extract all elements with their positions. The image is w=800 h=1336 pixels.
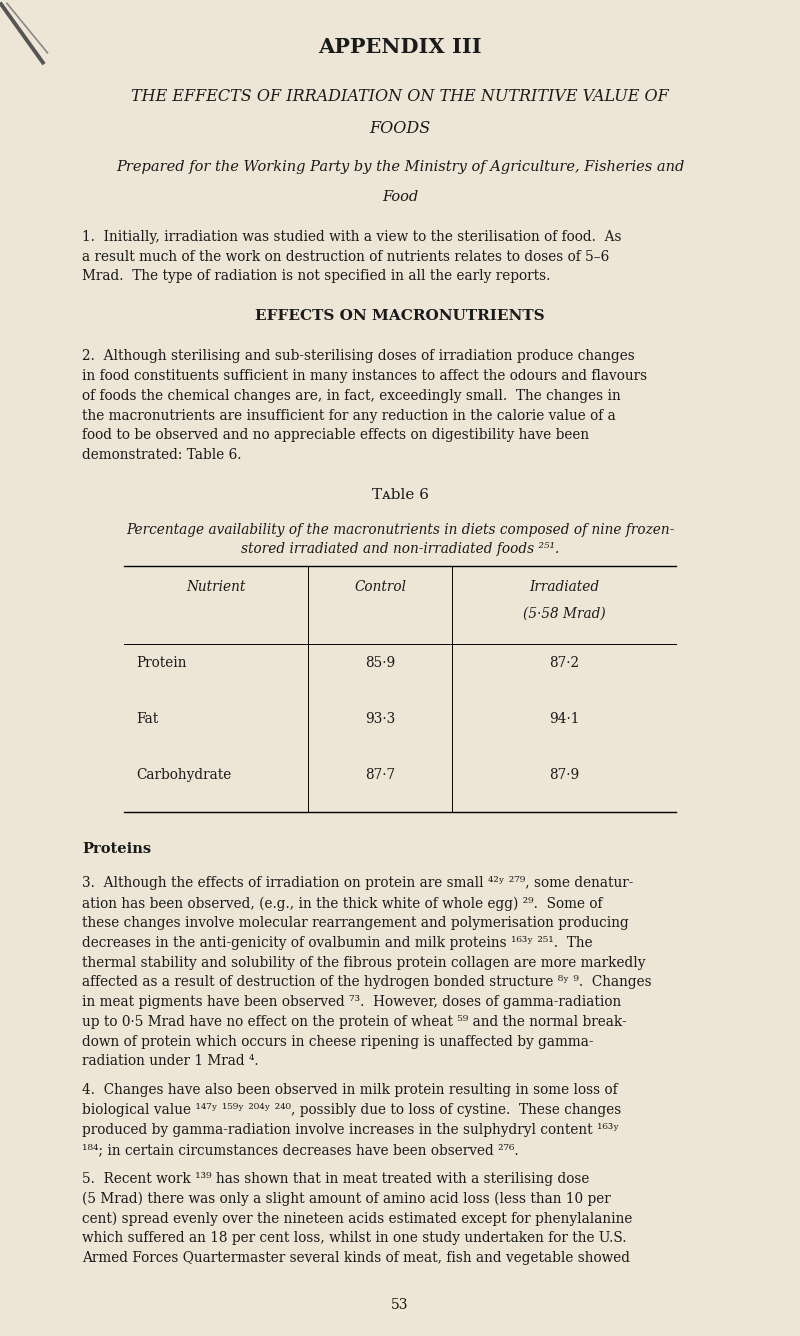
Text: Food: Food xyxy=(382,190,418,203)
Text: EFFECTS ON MACRONUTRIENTS: EFFECTS ON MACRONUTRIENTS xyxy=(255,309,545,323)
Text: Control: Control xyxy=(354,580,406,593)
Text: 87·2: 87·2 xyxy=(549,656,579,669)
Text: ation has been observed, (e.g., in the thick white of whole egg) ²⁹.  Some of: ation has been observed, (e.g., in the t… xyxy=(82,896,602,911)
Text: 53: 53 xyxy=(391,1299,409,1312)
Text: 3.  Although the effects of irradiation on protein are small ⁴²ʸ ²⁷⁹, some denat: 3. Although the effects of irradiation o… xyxy=(82,876,634,890)
Text: the macronutrients are insufficient for any reduction in the calorie value of a: the macronutrients are insufficient for … xyxy=(82,409,616,422)
Text: 5.  Recent work ¹³⁹ has shown that in meat treated with a sterilising dose: 5. Recent work ¹³⁹ has shown that in mea… xyxy=(82,1172,590,1186)
Text: radiation under 1 Mrad ⁴.: radiation under 1 Mrad ⁴. xyxy=(82,1054,258,1069)
Text: 87·7: 87·7 xyxy=(365,768,395,782)
Text: Protein: Protein xyxy=(136,656,186,669)
Text: 85·9: 85·9 xyxy=(365,656,395,669)
Text: down of protein which occurs in cheese ripening is unaffected by gamma-: down of protein which occurs in cheese r… xyxy=(82,1034,594,1049)
Text: ¹⁸⁴; in certain circumstances decreases have been observed ²⁷⁶.: ¹⁸⁴; in certain circumstances decreases … xyxy=(82,1142,518,1157)
Text: (5·58 Mrad): (5·58 Mrad) xyxy=(522,607,606,620)
Text: Tᴀble 6: Tᴀble 6 xyxy=(371,488,429,502)
Text: Mrad.  The type of radiation is not specified in all the early reports.: Mrad. The type of radiation is not speci… xyxy=(82,270,550,283)
Text: THE EFFECTS OF IRRADIATION ON THE NUTRITIVE VALUE OF: THE EFFECTS OF IRRADIATION ON THE NUTRIT… xyxy=(131,88,669,106)
Text: Nutrient: Nutrient xyxy=(186,580,246,593)
Text: Irradiated: Irradiated xyxy=(529,580,599,593)
Text: (5 Mrad) there was only a slight amount of amino acid loss (less than 10 per: (5 Mrad) there was only a slight amount … xyxy=(82,1192,610,1206)
Text: in food constituents sufficient in many instances to affect the odours and flavo: in food constituents sufficient in many … xyxy=(82,369,647,383)
Text: Prepared for the Working Party by the Ministry of Agriculture, Fisheries and: Prepared for the Working Party by the Mi… xyxy=(116,160,684,174)
Text: Percentage availability of the macronutrients in diets composed of nine frozen-: Percentage availability of the macronutr… xyxy=(126,522,674,537)
Text: 4.  Changes have also been observed in milk protein resulting in some loss of: 4. Changes have also been observed in mi… xyxy=(82,1083,618,1097)
Text: Carbohydrate: Carbohydrate xyxy=(136,768,231,782)
Text: decreases in the anti-genicity of ovalbumin and milk proteins ¹⁶³ʸ ²⁵¹.  The: decreases in the anti-genicity of ovalbu… xyxy=(82,935,593,950)
Text: Proteins: Proteins xyxy=(82,842,151,855)
Text: 93·3: 93·3 xyxy=(365,712,395,725)
Text: in meat pigments have been observed ⁷³.  However, doses of gamma-radiation: in meat pigments have been observed ⁷³. … xyxy=(82,995,622,1009)
Text: these changes involve molecular rearrangement and polymerisation producing: these changes involve molecular rearrang… xyxy=(82,916,629,930)
Text: FOODS: FOODS xyxy=(370,120,430,138)
Text: cent) spread evenly over the nineteen acids estimated except for phenylalanine: cent) spread evenly over the nineteen ac… xyxy=(82,1212,632,1226)
Text: up to 0·5 Mrad have no effect on the protein of wheat ⁵⁹ and the normal break-: up to 0·5 Mrad have no effect on the pro… xyxy=(82,1015,626,1029)
Text: Armed Forces Quartermaster several kinds of meat, fish and vegetable showed: Armed Forces Quartermaster several kinds… xyxy=(82,1250,630,1265)
Text: affected as a result of destruction of the hydrogen bonded structure ⁸ʸ ⁹.  Chan: affected as a result of destruction of t… xyxy=(82,975,652,989)
Text: stored irradiated and non-irradiated foods ²⁵¹.: stored irradiated and non-irradiated foo… xyxy=(241,542,559,556)
Text: 2.  Although sterilising and sub-sterilising doses of irradiation produce change: 2. Although sterilising and sub-sterilis… xyxy=(82,349,634,363)
Text: Fat: Fat xyxy=(136,712,158,725)
Text: demonstrated: Table 6.: demonstrated: Table 6. xyxy=(82,448,242,462)
Text: 1.  Initially, irradiation was studied with a view to the sterilisation of food.: 1. Initially, irradiation was studied wi… xyxy=(82,230,622,243)
Text: APPENDIX III: APPENDIX III xyxy=(318,37,482,57)
Text: which suffered an 18 per cent loss, whilst in one study undertaken for the U.S.: which suffered an 18 per cent loss, whil… xyxy=(82,1232,626,1245)
Text: 94·1: 94·1 xyxy=(549,712,579,725)
Text: biological value ¹⁴⁷ʸ ¹⁵⁹ʸ ²⁰⁴ʸ ²⁴⁰, possibly due to loss of cystine.  These cha: biological value ¹⁴⁷ʸ ¹⁵⁹ʸ ²⁰⁴ʸ ²⁴⁰, pos… xyxy=(82,1104,622,1117)
Text: 87·9: 87·9 xyxy=(549,768,579,782)
Text: produced by gamma-radiation involve increases in the sulphydryl content ¹⁶³ʸ: produced by gamma-radiation involve incr… xyxy=(82,1124,619,1137)
Text: thermal stability and solubility of the fibrous protein collagen are more marked: thermal stability and solubility of the … xyxy=(82,955,646,970)
Text: food to be observed and no appreciable effects on digestibility have been: food to be observed and no appreciable e… xyxy=(82,429,589,442)
Text: of foods the chemical changes are, in fact, exceedingly small.  The changes in: of foods the chemical changes are, in fa… xyxy=(82,389,621,402)
Text: a result much of the work on destruction of nutrients relates to doses of 5–6: a result much of the work on destruction… xyxy=(82,250,610,263)
